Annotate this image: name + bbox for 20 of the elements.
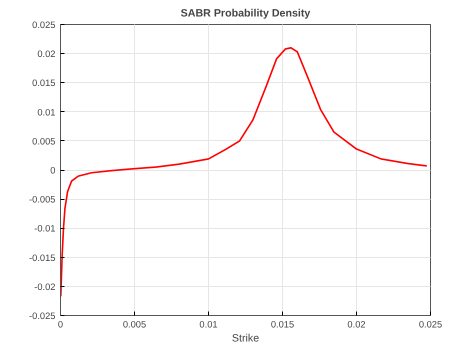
y-tick-label: 0.01 (37, 107, 56, 118)
y-tick-label: 0 (50, 166, 56, 176)
x-axis-title: Strike (232, 332, 260, 344)
y-tick-label: 0.015 (32, 78, 56, 88)
x-tick-label: 0.01 (199, 320, 218, 330)
y-tick-label: -0.005 (29, 194, 56, 205)
y-tick-label: 0.02 (37, 49, 56, 60)
x-tick-label: 0.015 (270, 320, 294, 330)
x-tick-label: 0.025 (418, 320, 442, 330)
x-tick-label: 0.005 (122, 320, 146, 330)
y-tick-label: 0.005 (32, 136, 56, 146)
y-tick-label: 0.025 (32, 20, 56, 30)
y-tick-label: -0.025 (29, 311, 56, 321)
chart-title: SABR Probability Density (180, 8, 310, 20)
x-tick-label: 0 (58, 320, 64, 330)
line-series (60, 46, 428, 298)
x-tick-label: 0.02 (347, 320, 366, 330)
y-tick-label: -0.01 (34, 224, 56, 234)
y-tick-label: -0.02 (34, 282, 56, 292)
y-tick-label: -0.015 (29, 252, 56, 263)
